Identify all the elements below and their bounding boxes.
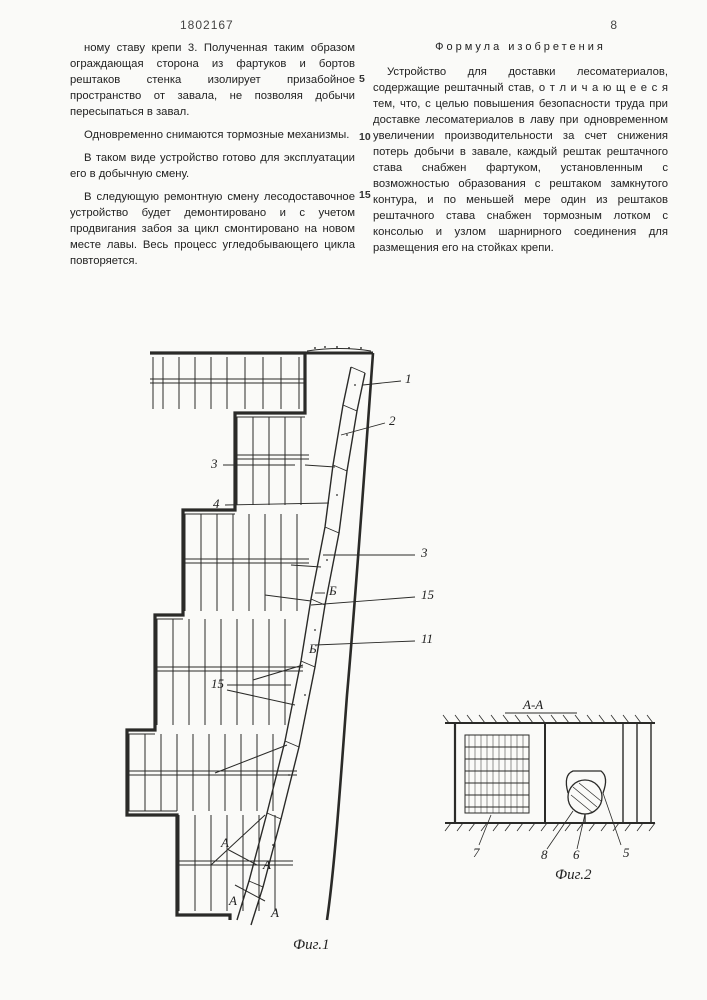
paragraph: В следующую ремонтную смену лесодоставоч… bbox=[70, 189, 355, 269]
callout-4: 4 bbox=[213, 496, 220, 511]
callout-5: 5 bbox=[623, 845, 630, 860]
callout-b2: Б bbox=[308, 641, 317, 656]
callout-A4: А bbox=[270, 905, 279, 920]
callout-1: 1 bbox=[405, 371, 412, 386]
callout-3b: 3 bbox=[420, 545, 428, 560]
callout-15b: 15 bbox=[211, 676, 225, 691]
section-label: А-А bbox=[522, 697, 543, 712]
callout-15: 15 bbox=[421, 587, 435, 602]
callout-3: 3 bbox=[210, 456, 218, 471]
line-number: 5 bbox=[359, 72, 365, 87]
paragraph: Устройство для доставки лесоматериалов, … bbox=[373, 64, 668, 256]
technical-figures: 1 2 3 4 3 15 11 15 Б Б А А А А Фиг.1 А-А bbox=[115, 345, 675, 960]
figures-svg: 1 2 3 4 3 15 11 15 Б Б А А А А Фиг.1 А-А bbox=[115, 345, 675, 960]
right-column: 5 10 15 Формула изобретения Устройство д… bbox=[373, 40, 668, 276]
paragraph: ному ставу крепи 3. Полученная таким обр… bbox=[70, 40, 355, 120]
callout-11: 11 bbox=[421, 631, 433, 646]
callout-6: 6 bbox=[573, 847, 580, 862]
callout-b1: Б bbox=[328, 583, 337, 598]
page-number: 8 bbox=[610, 18, 617, 32]
callout-A1: А bbox=[220, 835, 229, 850]
callout-7: 7 bbox=[473, 845, 480, 860]
document-number: 1802167 bbox=[180, 18, 234, 32]
paragraph: В таком виде устройство готово для экспл… bbox=[70, 150, 355, 182]
claims-title: Формула изобретения bbox=[373, 40, 668, 56]
fig2-label: Фиг.2 bbox=[555, 867, 592, 883]
line-number: 10 bbox=[359, 130, 371, 145]
callout-A3: А bbox=[228, 893, 237, 908]
callout-8: 8 bbox=[541, 847, 548, 862]
line-number: 15 bbox=[359, 188, 371, 203]
left-column: ному ставу крепи 3. Полученная таким обр… bbox=[70, 40, 355, 276]
fig1-label: Фиг.1 bbox=[293, 937, 329, 953]
text-body: ному ставу крепи 3. Полученная таким обр… bbox=[70, 40, 670, 276]
callout-A2: А bbox=[262, 857, 271, 872]
callout-2: 2 bbox=[389, 413, 396, 428]
paragraph: Одновременно снимаются тормозные механиз… bbox=[70, 127, 355, 143]
